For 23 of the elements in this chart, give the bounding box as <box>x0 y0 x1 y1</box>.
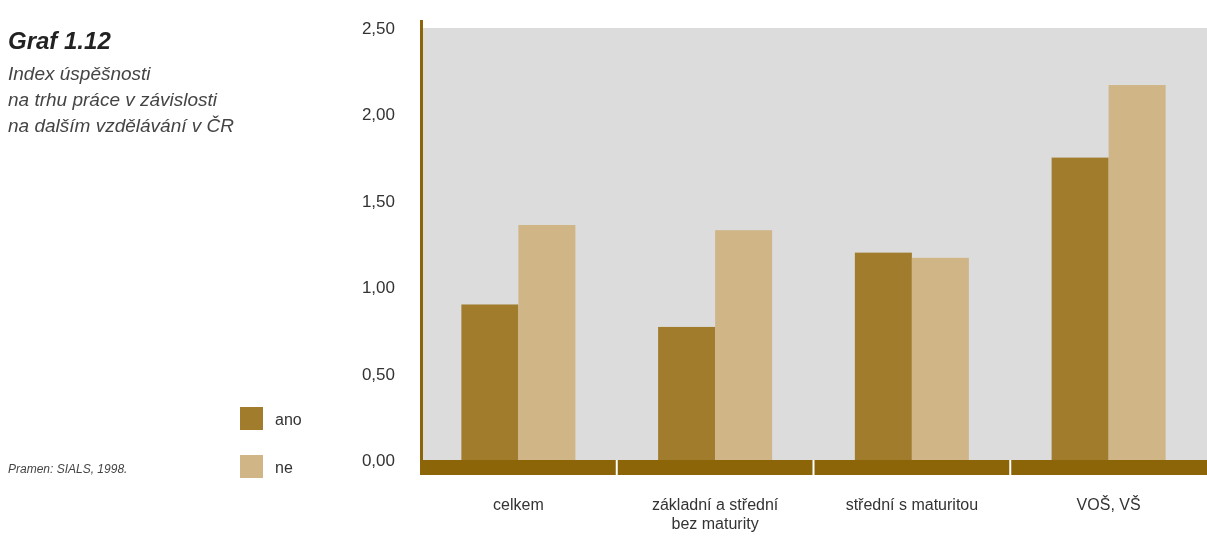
bar <box>1108 85 1166 460</box>
y-tick-label: 2,00 <box>361 105 395 125</box>
x-tick-label: VOŠ, VŠ <box>1076 495 1141 513</box>
x-tick-label: celkem <box>493 496 544 513</box>
legend-label: ano <box>275 410 302 428</box>
y-tick-label: 1,50 <box>361 191 395 211</box>
text: Graf 1.12 <box>8 27 112 54</box>
y-tick-label: 1,00 <box>361 278 395 298</box>
bar <box>911 257 969 460</box>
legend-label: ne <box>275 458 293 476</box>
bar <box>518 224 576 460</box>
text: Index úspěšnosti na trhu práce v závislosti na dalším vzdělávání v ČR <box>8 63 235 136</box>
x-tick-label: střední s maturitou <box>845 496 979 513</box>
x-tick-label: základní a střední bez maturity <box>651 496 779 532</box>
bar <box>658 326 716 460</box>
bar <box>1051 157 1109 460</box>
bar <box>854 252 912 460</box>
y-tick-label: 2,50 <box>361 18 395 38</box>
bar <box>461 304 519 460</box>
y-tick-label: 0,50 <box>361 364 395 384</box>
bar <box>715 230 773 460</box>
y-tick-label: 0,00 <box>361 450 395 470</box>
text: Pramen: SIALS, 1998. <box>8 462 128 476</box>
